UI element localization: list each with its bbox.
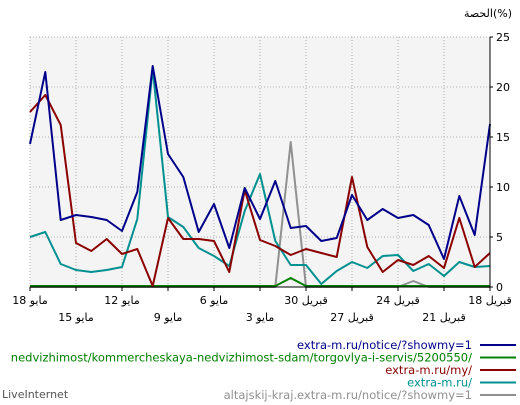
x-tick-label: 27 قبريل bbox=[330, 311, 374, 324]
x-tick-label: 18 قبريل bbox=[468, 294, 512, 307]
x-tick-label: 18 مايو bbox=[12, 294, 48, 307]
legend-label: extra-m.ru/notice/?showmy=1 bbox=[297, 338, 472, 352]
x-tick-label: 21 قبريل bbox=[422, 311, 466, 324]
y-tick-label: 15 bbox=[496, 131, 510, 144]
x-tick-label: 3 مايو bbox=[246, 311, 275, 324]
y-tick-label: 10 bbox=[496, 181, 510, 194]
x-tick-label: 12 مايو bbox=[104, 294, 140, 307]
y-tick-label: 5 bbox=[496, 231, 503, 244]
x-tick-label: 15 مايو bbox=[58, 311, 94, 324]
plot-background bbox=[30, 37, 490, 287]
series-line bbox=[30, 277, 490, 287]
legend-label: altajskij-kraj.extra-m.ru/notice/?showmy… bbox=[224, 388, 472, 402]
legend: extra-m.ru/notice/?showmy=1nedvizhimost/… bbox=[11, 338, 516, 402]
x-tick-label: 30 قبريل bbox=[284, 294, 328, 307]
x-tick-labels: 18 قبريل 24 قبريل 30 قبريل 6 مايو 12 مايو 18 … bbox=[12, 287, 512, 324]
footer-brand: LiveInternet bbox=[2, 388, 69, 401]
legend-label: extra-m.ru/my/ bbox=[385, 363, 472, 377]
x-tick-label: 24 قبريل bbox=[376, 294, 420, 307]
chart-title: الحصة(%) bbox=[464, 7, 512, 20]
x-tick-label: 6 مايو bbox=[200, 294, 229, 307]
series-line bbox=[29, 68, 491, 285]
series-line bbox=[29, 94, 491, 287]
y-tick-labels: 0 5 10 15 20 25 bbox=[490, 31, 510, 294]
y-tick-label: 0 bbox=[496, 281, 503, 294]
y-tick-label: 20 bbox=[496, 81, 510, 94]
y-tick-label: 25 bbox=[496, 31, 510, 44]
x-tick-label: 9 مايو bbox=[154, 311, 183, 324]
legend-label: nedvizhimost/kommercheskaya-nedvizhimost… bbox=[11, 351, 472, 365]
series-line bbox=[29, 65, 491, 260]
plot-area bbox=[30, 37, 490, 287]
legend-label: extra-m.ru/ bbox=[407, 376, 472, 390]
